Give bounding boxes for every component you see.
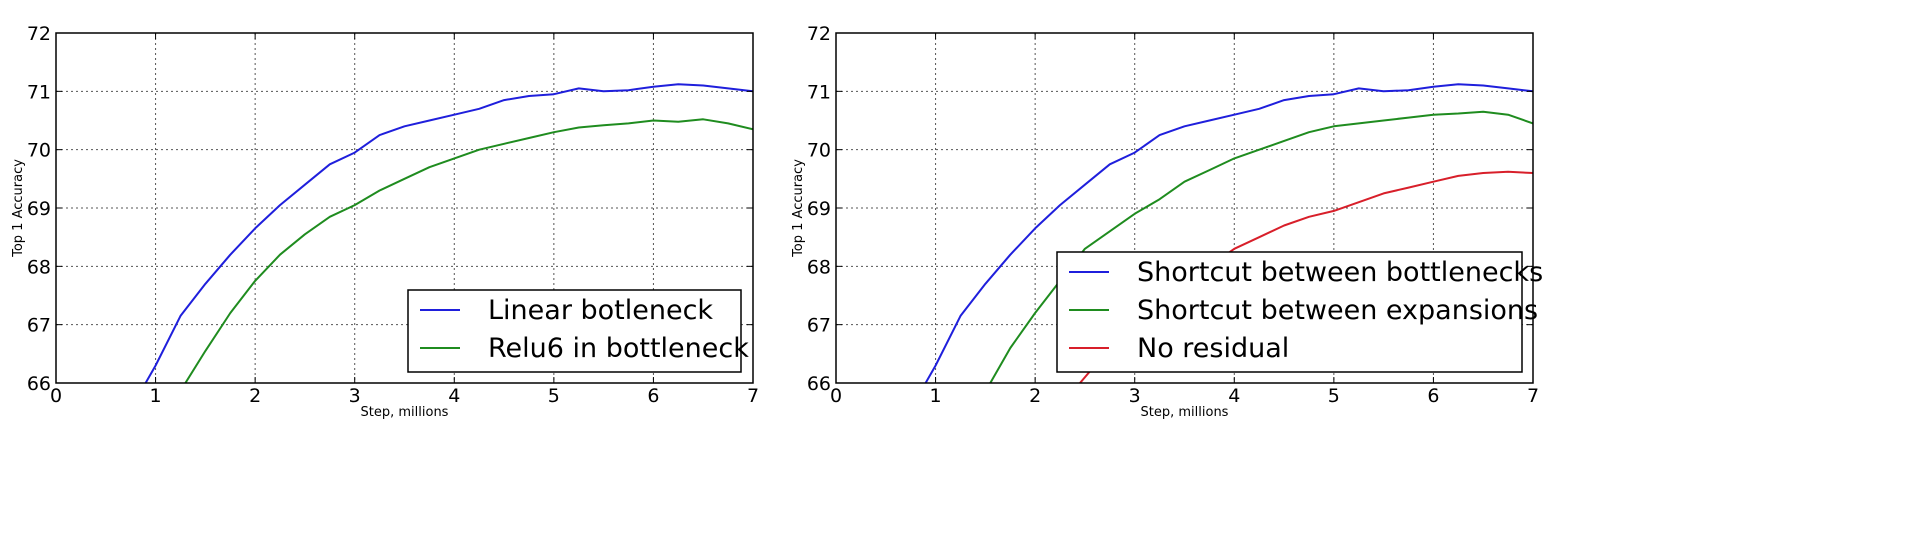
x-tick-label: 6 xyxy=(1427,385,1439,407)
y-tick-label: 68 xyxy=(807,256,831,278)
x-tick-label: 3 xyxy=(1129,385,1141,407)
x-tick-label: 5 xyxy=(548,385,560,407)
legend: Linear botleneck Relu6 in bottleneck xyxy=(407,289,749,373)
x-tick-label: 2 xyxy=(1029,385,1041,407)
x-tick-label: 1 xyxy=(150,385,162,407)
x-tick-label: 2 xyxy=(249,385,261,407)
y-tick-label: 70 xyxy=(27,140,51,162)
series-line-2 xyxy=(184,118,753,383)
y-tick-label: 69 xyxy=(27,198,51,220)
legend-label: Shortcut between bottlenecks xyxy=(1137,257,1543,288)
legend: Shortcut between bottlenecks Shortcut bet… xyxy=(1056,251,1543,373)
x-tick-label: 5 xyxy=(1328,385,1340,407)
x-tick-label: 7 xyxy=(1527,385,1539,407)
legend-label: Shortcut between expansions xyxy=(1137,295,1538,326)
legend-label: Linear botleneck xyxy=(488,295,713,326)
y-axis-label: Top 1 Accuracy xyxy=(791,159,806,258)
y-tick-label: 71 xyxy=(27,81,51,103)
x-tick-label: 4 xyxy=(1228,385,1240,407)
x-tick-label: 6 xyxy=(647,385,659,407)
y-tick-label: 71 xyxy=(807,81,831,103)
y-tick-label: 67 xyxy=(27,315,51,337)
x-tick-label: 0 xyxy=(50,385,62,407)
x-tick-label: 7 xyxy=(747,385,759,407)
y-tick-label: 66 xyxy=(807,373,831,395)
legend-label: No residual xyxy=(1137,333,1289,364)
x-tick-label: 0 xyxy=(830,385,842,407)
legend-box xyxy=(407,289,742,373)
series-line-1 xyxy=(924,83,1533,383)
x-axis-label: Step, millions xyxy=(361,405,449,420)
legend-label: Relu6 in bottleneck xyxy=(488,333,749,364)
y-tick-label: 72 xyxy=(27,23,51,45)
x-tick-label: 3 xyxy=(349,385,361,407)
x-tick-label: 1 xyxy=(930,385,942,407)
x-axis-label: Step, millions xyxy=(1141,405,1229,420)
y-tick-label: 72 xyxy=(807,23,831,45)
x-tick-label: 4 xyxy=(448,385,460,407)
y-tick-label: 69 xyxy=(807,198,831,220)
y-tick-label: 70 xyxy=(807,140,831,162)
y-tick-label: 68 xyxy=(27,256,51,278)
y-tick-label: 66 xyxy=(27,373,51,395)
series-line-1 xyxy=(144,83,753,383)
y-tick-label: 67 xyxy=(807,315,831,337)
legend-box xyxy=(1056,251,1523,373)
y-axis-label: Top 1 Accuracy xyxy=(11,159,26,258)
